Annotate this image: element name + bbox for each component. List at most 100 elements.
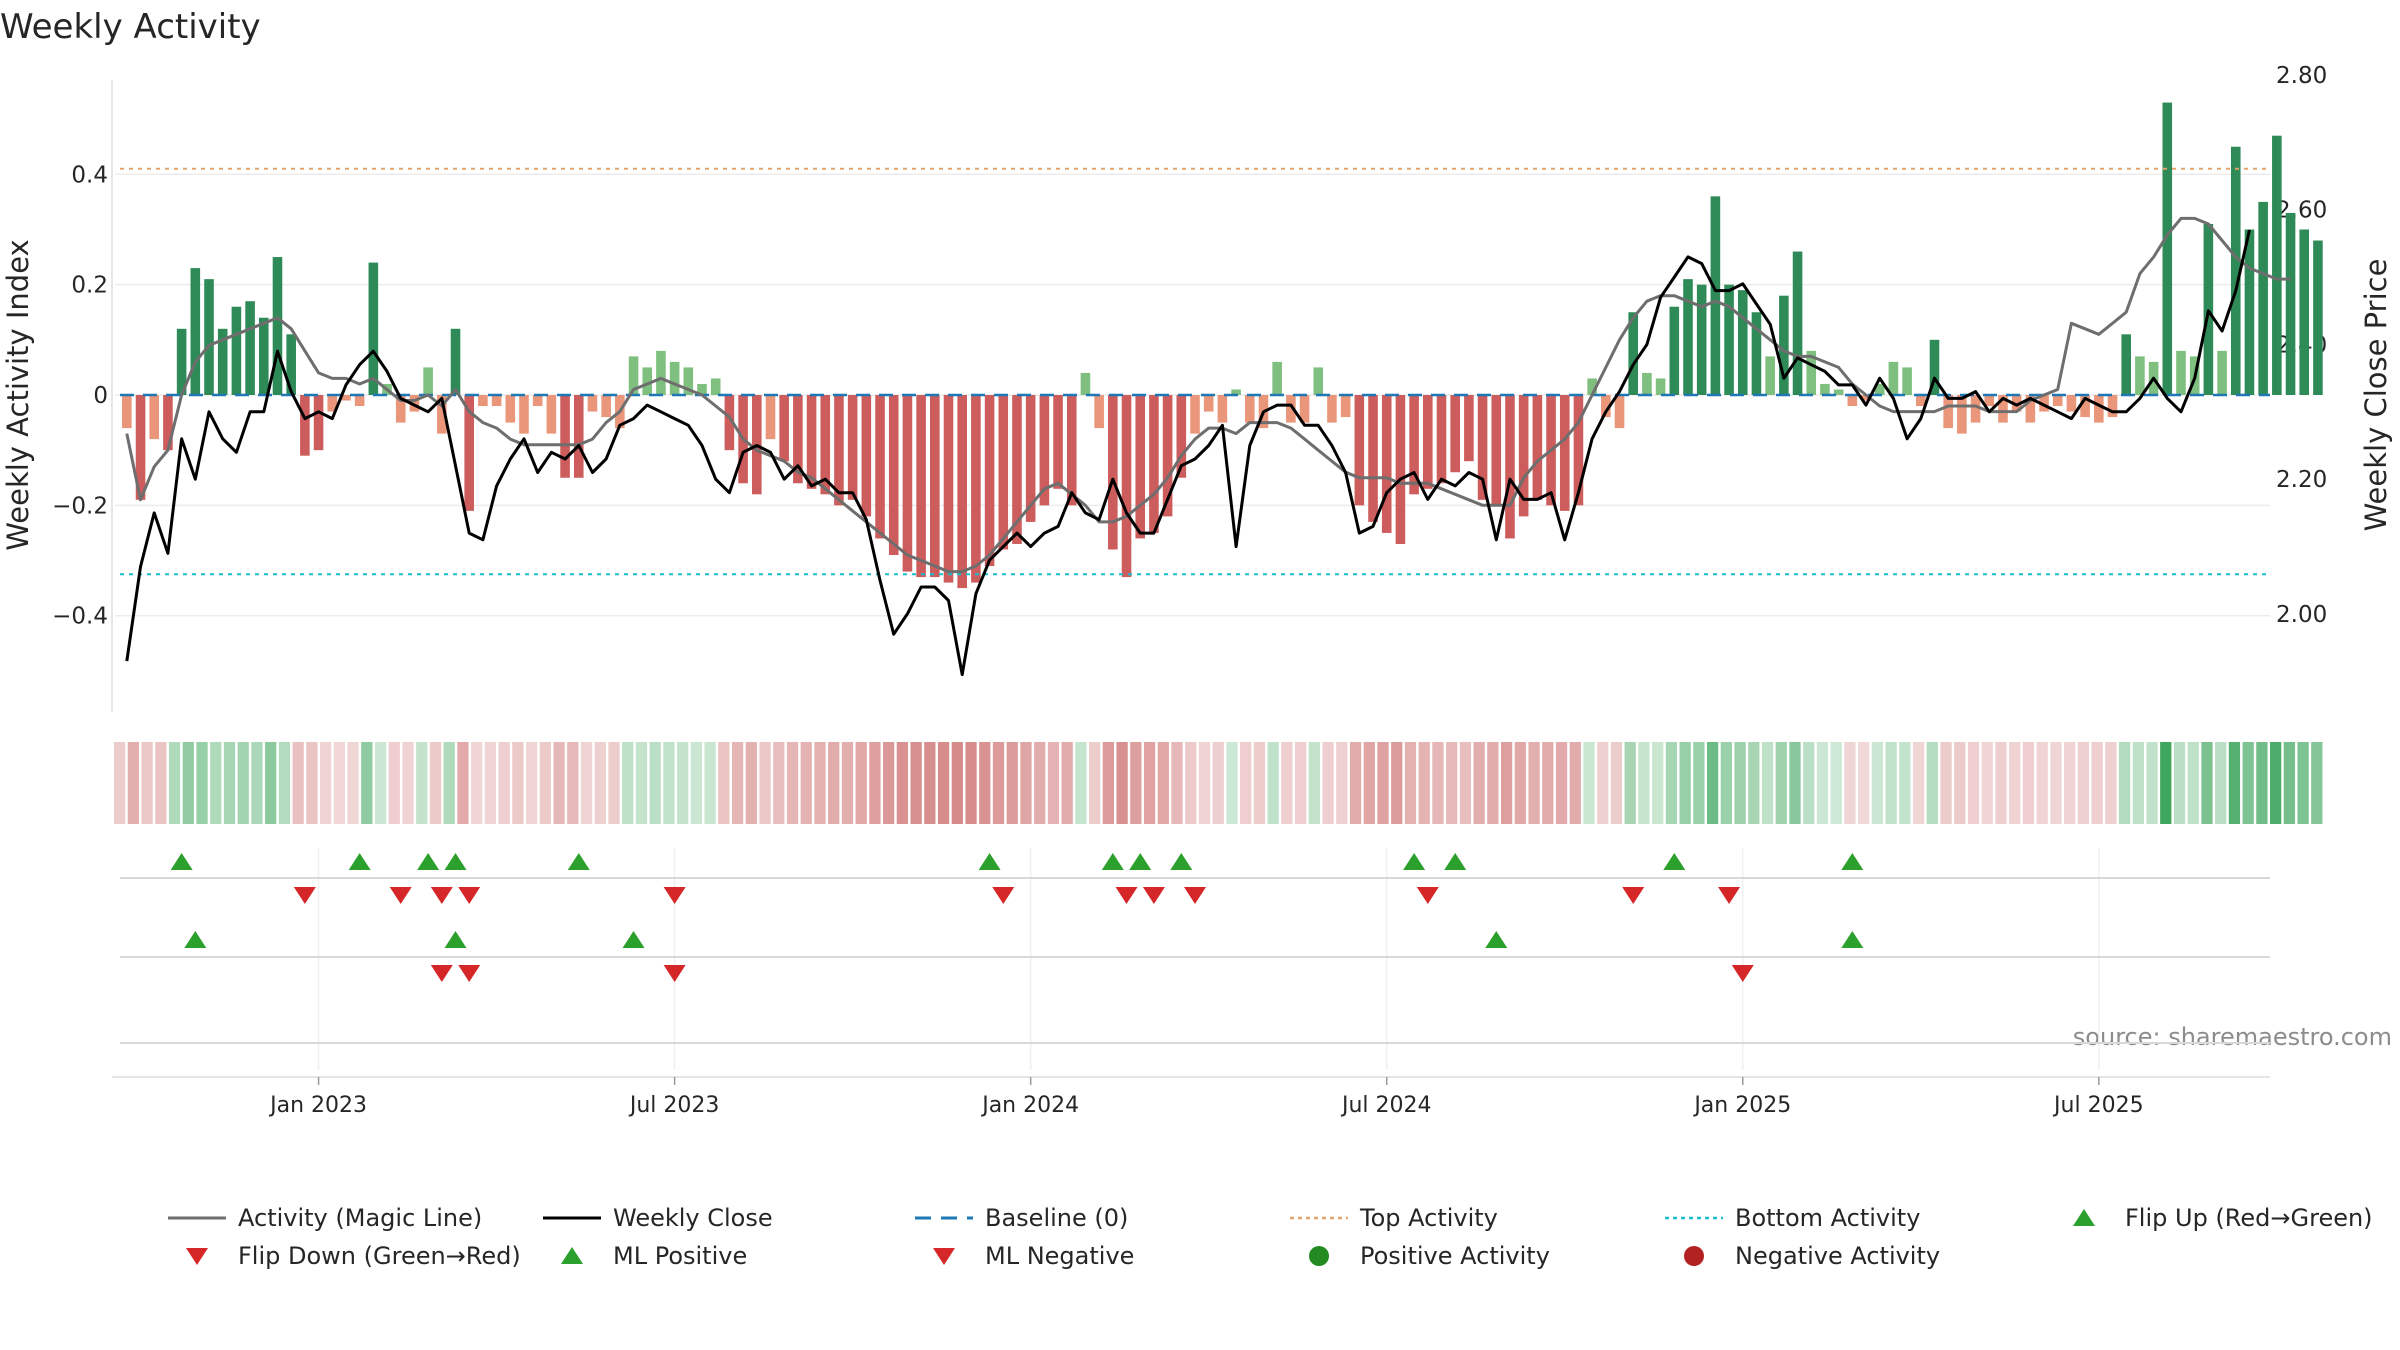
activity-bar-70 [1080, 372, 1091, 395]
heat-cell-0 [114, 742, 126, 824]
activity-bar-120 [1765, 356, 1775, 395]
flip-up-marker-5 [978, 853, 1001, 870]
heat-cell-89 [1336, 742, 1348, 824]
heat-cell-98 [1459, 742, 1472, 824]
activity-bar-159 [2299, 229, 2310, 395]
heat-cell-12 [278, 742, 291, 824]
activity-bar-12 [286, 334, 296, 395]
heat-cell-110 [1624, 742, 1636, 824]
flip-down-marker-4 [663, 887, 686, 904]
activity-bar-7 [217, 328, 228, 395]
activity-bar-109 [1614, 395, 1625, 429]
heat-cell-63 [979, 742, 991, 824]
activity-bar-52 [834, 395, 844, 506]
activity-bar-136 [1984, 395, 1995, 407]
activity-bar-44 [724, 395, 735, 451]
weekly-close-line [125, 229, 2251, 677]
heat-cell-43 [704, 742, 716, 824]
activity-bar-97 [1450, 395, 1460, 473]
activity-bar-129 [1888, 361, 1899, 395]
chart-title: Weekly Activity [0, 7, 261, 47]
heat-cell-122 [1789, 742, 1801, 824]
heat-cell-1 [127, 742, 139, 824]
heat-cell-35 [594, 742, 606, 824]
flip-up-marker-4 [567, 853, 590, 870]
heat-cell-37 [622, 742, 634, 824]
activity-bar-62 [971, 395, 981, 583]
heat-cell-65 [1006, 742, 1018, 824]
activity-bar-32 [560, 395, 570, 478]
heat-cell-118 [1734, 742, 1746, 824]
heat-cell-13 [292, 742, 304, 824]
activity-bar-110 [1628, 312, 1639, 395]
ml-negative-marker-0 [430, 965, 453, 982]
y2-tick-label-3: 2.60 [2276, 198, 2327, 224]
heat-cell-46 [745, 742, 757, 824]
activity-bar-3 [163, 395, 173, 451]
activity-bar-123 [1806, 350, 1817, 395]
activity-bar-39 [656, 350, 666, 395]
ml-positive-marker-3 [1485, 931, 1508, 948]
legend-mlpos-swatch [561, 1247, 583, 1264]
legend-flipdown-label: Flip Down (Green→Red) [238, 1242, 521, 1270]
heat-cell-152 [2201, 742, 2213, 824]
activity-bar-66 [1025, 395, 1036, 522]
heat-cell-81 [1226, 742, 1238, 824]
activity-bar-92 [1381, 395, 1392, 533]
activity-bar-96 [1436, 395, 1447, 484]
y-axis-label: Weekly Activity Index [1, 239, 35, 550]
heat-cell-153 [2215, 742, 2227, 824]
x-tick-label-2: Jan 2024 [980, 1093, 1079, 1118]
heat-cell-95 [1418, 742, 1430, 824]
heat-cell-82 [1240, 742, 1252, 824]
activity-bar-160 [2313, 240, 2323, 395]
activity-bar-6 [204, 279, 214, 395]
heat-cell-18 [361, 742, 373, 824]
heat-cell-3 [155, 742, 167, 824]
heat-cell-16 [333, 742, 345, 824]
heat-cell-88 [1322, 742, 1334, 824]
heat-cell-151 [2187, 742, 2199, 824]
heat-cell-124 [1816, 742, 1829, 824]
heat-cell-9 [237, 742, 249, 824]
activity-bar-17 [354, 395, 365, 407]
x-axis: Jan 2023 Jul 2023 Jan 2024 Jul 2024 Jan 2025… [112, 1076, 2270, 1118]
activity-bar-61 [957, 395, 967, 589]
activity-bar-10 [258, 317, 269, 395]
activity-bar-47 [765, 395, 776, 440]
activity-bar-122 [1792, 251, 1803, 395]
heat-cell-106 [1569, 742, 1581, 824]
flip-up-marker-0 [170, 853, 193, 870]
activity-bar-25 [464, 395, 474, 511]
heat-cell-23 [429, 742, 442, 824]
activity-bar-71 [1094, 395, 1104, 429]
heat-cell-128 [1871, 742, 1884, 824]
activity-bar-86 [1299, 395, 1310, 423]
activity-bar-37 [628, 356, 639, 395]
y2-tick-label-4: 2.80 [2276, 63, 2327, 89]
activity-bar-73 [1121, 395, 1132, 578]
heat-cell-101 [1500, 742, 1513, 824]
activity-bar-133 [1943, 395, 1953, 429]
activity-bar-143 [2080, 395, 2090, 418]
heat-cell-73 [1116, 742, 1128, 824]
ml-positive-marker-1 [444, 931, 467, 948]
activity-bar-127 [1861, 395, 1871, 401]
activity-bar-51 [820, 395, 831, 495]
activity-bar-57 [902, 395, 913, 572]
heat-cell-92 [1377, 742, 1389, 824]
heat-cell-149 [2160, 742, 2172, 824]
activity-bar-42 [697, 383, 707, 395]
heat-cell-105 [1555, 742, 1568, 824]
activity-bar-145 [2107, 395, 2118, 418]
heat-cell-155 [2242, 742, 2254, 824]
activity-bar-33 [573, 395, 584, 478]
flip-marker-rows [120, 848, 2270, 1070]
magic-line [125, 216, 2291, 574]
heat-cell-108 [1597, 742, 1609, 824]
heat-cell-145 [2105, 742, 2117, 824]
heat-cell-6 [196, 742, 208, 824]
activity-bar-43 [710, 378, 721, 395]
heat-cell-90 [1349, 742, 1362, 824]
heat-cell-67 [1034, 742, 1046, 824]
